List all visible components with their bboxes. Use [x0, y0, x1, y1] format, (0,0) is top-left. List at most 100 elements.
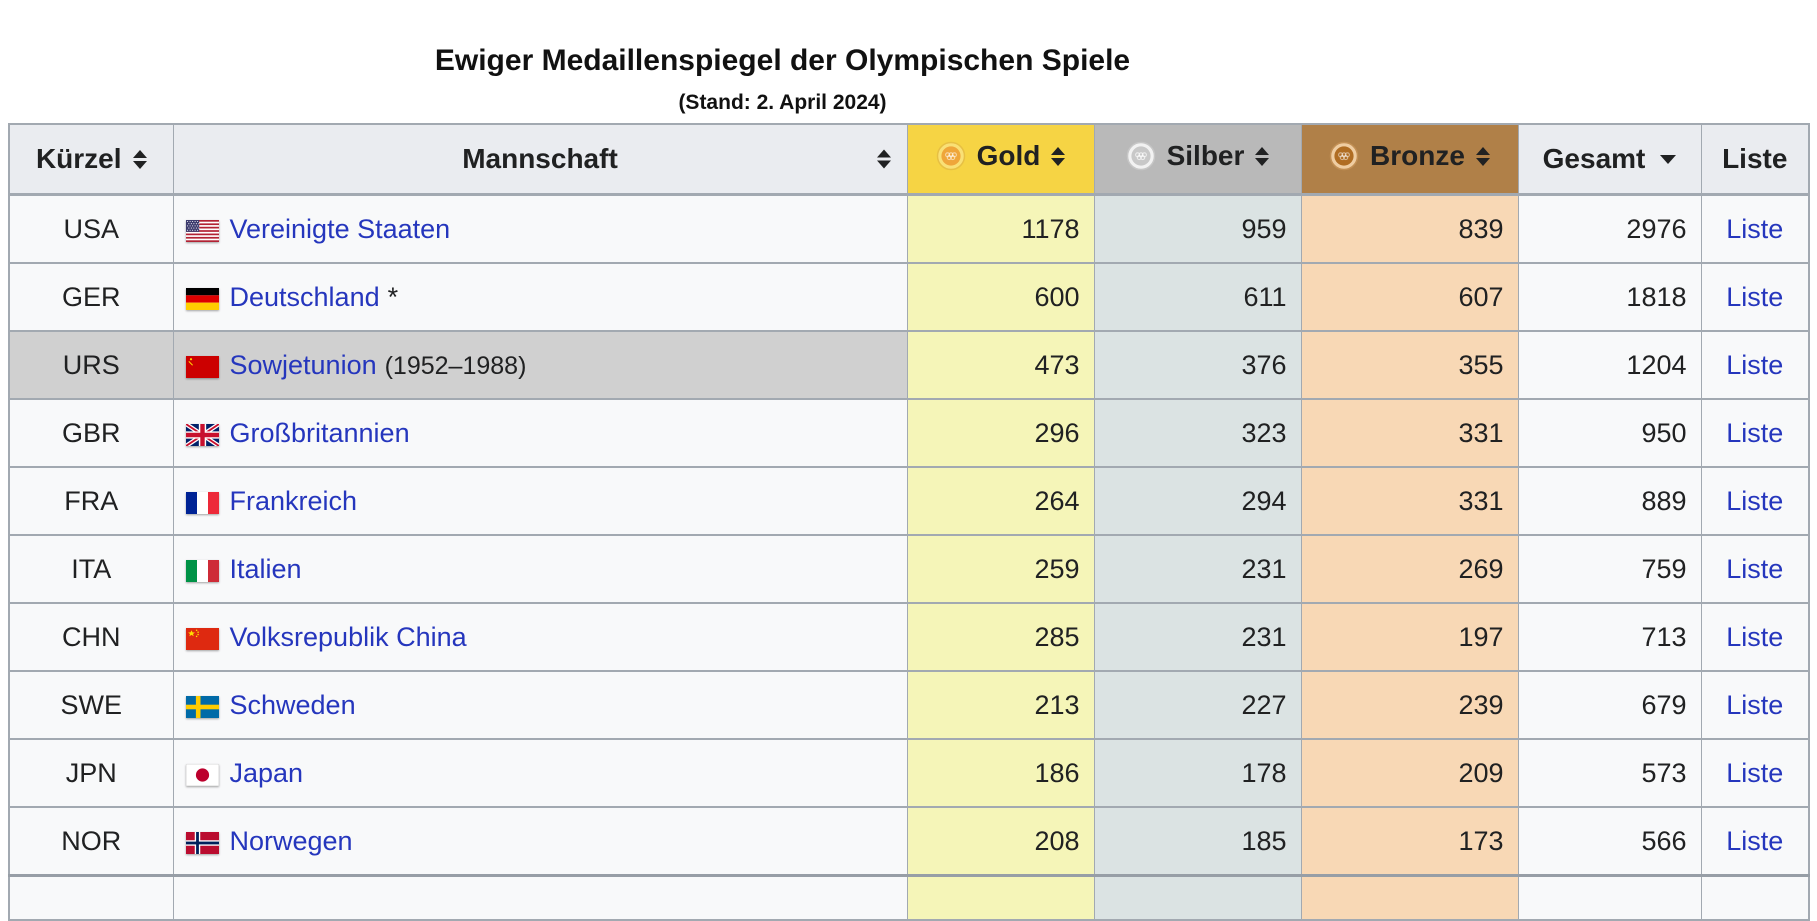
list-link[interactable]: Liste — [1726, 553, 1784, 584]
gold-count: 259 — [906, 534, 1095, 604]
team-link[interactable]: Schweden — [229, 689, 356, 720]
column-header-bronze[interactable]: Bronze — [1300, 123, 1519, 196]
gold-count: 213 — [906, 670, 1095, 740]
column-header-label: Gold — [976, 140, 1041, 171]
team-link[interactable]: Italien — [229, 553, 302, 584]
country-code: USA — [8, 193, 174, 264]
flag-italy — [185, 559, 219, 582]
list-link[interactable]: Liste — [1726, 349, 1784, 380]
sort-icon — [1051, 146, 1066, 166]
table-row: CHN Volksrepublik China 285 231 197 713 Liste — [8, 602, 1810, 672]
list-cell: Liste — [1700, 806, 1810, 877]
column-header-code[interactable]: Kürzel — [8, 123, 174, 196]
team-link[interactable]: Volksrepublik China — [229, 621, 467, 652]
team-suffix: (1952–1988) — [384, 351, 527, 380]
country-code: URS — [8, 330, 174, 400]
list-link[interactable]: Liste — [1726, 213, 1784, 244]
gold-count: 473 — [906, 330, 1095, 400]
team-link[interactable]: Vereinigte Staaten — [229, 213, 451, 244]
team-suffix: * — [387, 281, 399, 312]
medal-table: Kürzel Mannschaft — [8, 123, 1810, 921]
total-count: 1204 — [1517, 330, 1702, 400]
sort-icon — [132, 149, 147, 169]
country-code: CHN — [8, 602, 174, 672]
team-link[interactable]: Sowjetunion — [229, 349, 377, 380]
table-caption: Ewiger Medaillenspiegel der Olympischen … — [0, 0, 1565, 115]
silver-count: 611 — [1093, 262, 1302, 332]
column-header-silver[interactable]: Silber — [1093, 123, 1302, 196]
table-row: JPN Japan 186 178 209 573 Liste — [8, 738, 1810, 808]
column-header-label: Bronze — [1370, 140, 1465, 171]
gold-count: 296 — [906, 398, 1095, 468]
column-header-team[interactable]: Mannschaft — [172, 123, 908, 196]
list-link[interactable]: Liste — [1726, 621, 1784, 652]
table-row: ITA Italien 259 231 269 759 Liste — [8, 534, 1810, 604]
column-header-label: Silber — [1166, 140, 1245, 171]
team-link[interactable]: Frankreich — [229, 485, 358, 516]
list-link[interactable]: Liste — [1726, 689, 1784, 720]
silver-count: 294 — [1093, 466, 1302, 536]
country-code: NOR — [8, 806, 174, 877]
flag-soviet-union — [185, 355, 219, 378]
bronze-count: 173 — [1300, 806, 1519, 877]
country-code: GER — [8, 262, 174, 332]
gold-count: 264 — [906, 466, 1095, 536]
country-code: SWE — [8, 670, 174, 740]
column-header-label: Mannschaft — [462, 143, 618, 174]
country-code: JPN — [8, 738, 174, 808]
flag-china — [185, 627, 219, 650]
list-link[interactable]: Liste — [1726, 485, 1784, 516]
total-count: 1818 — [1517, 262, 1702, 332]
table-row: GER Deutschland * 600 611 607 1818 Liste — [8, 262, 1810, 332]
gold-count: 600 — [906, 262, 1095, 332]
page-title: Ewiger Medaillenspiegel der Olympischen … — [434, 44, 1131, 77]
table-row: URS Sowjetunion (1952–1988) 473 376 355 1204 Li… — [8, 330, 1810, 400]
total-count: 713 — [1517, 602, 1702, 672]
column-header-gold[interactable]: Gold — [906, 123, 1095, 196]
list-cell: Liste — [1700, 330, 1810, 400]
team-link[interactable]: Deutschland — [229, 281, 380, 312]
country-code: GBR — [8, 398, 174, 468]
sort-icon — [1475, 146, 1490, 166]
table-row-partial — [8, 874, 1810, 921]
header-row: Kürzel Mannschaft — [8, 123, 1810, 196]
flag-germany — [185, 287, 219, 310]
flag-france — [185, 491, 219, 514]
table-row: FRA Frankreich 264 294 331 889 Liste — [8, 466, 1810, 536]
team-link[interactable]: Norwegen — [229, 825, 353, 856]
team-cell: Volksrepublik China — [172, 602, 908, 672]
total-count: 573 — [1517, 738, 1702, 808]
team-cell: Großbritannien — [172, 398, 908, 468]
list-cell: Liste — [1700, 466, 1810, 536]
total-count: 679 — [1517, 670, 1702, 740]
table-row: NOR Norwegen 208 185 173 566 Liste — [8, 806, 1810, 877]
sort-icon — [876, 149, 891, 169]
total-count: 759 — [1517, 534, 1702, 604]
list-cell: Liste — [1700, 398, 1810, 468]
silver-count: 323 — [1093, 398, 1302, 468]
column-header-total[interactable]: Gesamt — [1517, 123, 1702, 196]
silver-count: 185 — [1093, 806, 1302, 877]
list-link[interactable]: Liste — [1726, 417, 1784, 448]
team-link[interactable]: Großbritannien — [229, 417, 410, 448]
team-cell: Italien — [172, 534, 908, 604]
table-body: USA Vereinigte Staaten 1178 959 839 2976 Liste… — [8, 193, 1810, 921]
bronze-count: 197 — [1300, 602, 1519, 672]
list-link[interactable]: Liste — [1726, 825, 1784, 856]
sort-icon — [1255, 146, 1270, 166]
silver-medal-icon — [1126, 141, 1155, 171]
team-cell: Frankreich — [172, 466, 908, 536]
flag-sweden — [185, 695, 219, 718]
silver-count: 376 — [1093, 330, 1302, 400]
list-link[interactable]: Liste — [1726, 281, 1784, 312]
total-count: 566 — [1517, 806, 1702, 877]
gold-count: 208 — [906, 806, 1095, 877]
team-link[interactable]: Japan — [229, 757, 304, 788]
silver-count: 231 — [1093, 534, 1302, 604]
bronze-count: 839 — [1300, 193, 1519, 264]
list-link[interactable]: Liste — [1726, 757, 1784, 788]
bronze-count: 209 — [1300, 738, 1519, 808]
total-count: 950 — [1517, 398, 1702, 468]
column-header-list[interactable]: Liste — [1700, 123, 1810, 196]
flag-norway — [185, 831, 219, 854]
